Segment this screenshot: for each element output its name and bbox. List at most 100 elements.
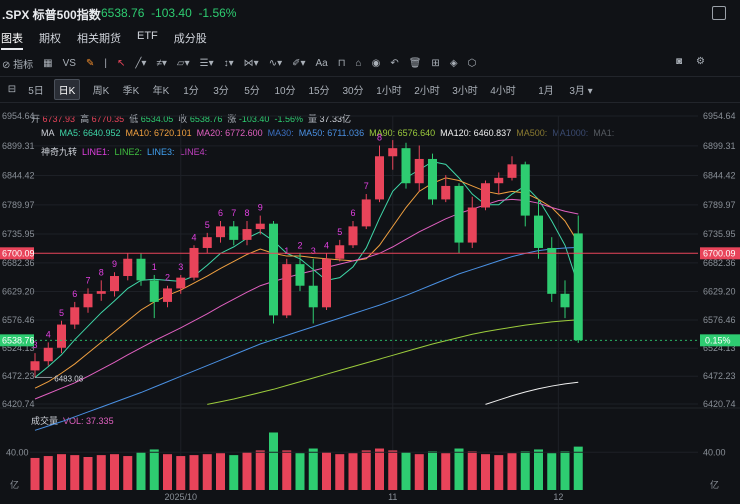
td-count-label: 6 (350, 208, 355, 218)
td-count-label: 6 (218, 208, 223, 218)
change-label: 涨 (227, 114, 237, 124)
wave-tool-icon[interactable]: ∿▾ (268, 57, 283, 69)
tab-etf[interactable]: ETF (137, 30, 158, 42)
left-tick-label: 6954.64 (2, 111, 35, 121)
period-2h[interactable]: 2小时 (414, 85, 440, 97)
period-1mo[interactable]: 1月 (538, 85, 554, 97)
volume-bar (560, 451, 570, 490)
tab-components[interactable]: 成分股 (173, 33, 207, 45)
candle-body (467, 207, 477, 243)
indicator-button[interactable]: ⊘ 指标 (2, 59, 34, 71)
eye-icon[interactable]: ◉ (371, 57, 381, 69)
period-5d[interactable]: 5日 (28, 85, 44, 97)
period-15m[interactable]: 15分 (308, 85, 330, 97)
ma-legend-item-7: MA120: 6460.837 (440, 128, 512, 138)
period-3mo[interactable]: 3月 ▾ (562, 80, 600, 99)
left-tick-label: 6472.23 (2, 371, 35, 381)
candle-body (269, 223, 278, 316)
shape-tool-icon[interactable]: ⬡ (467, 57, 477, 69)
volume-bar (269, 432, 278, 490)
td-count-label: 3 (311, 246, 316, 256)
candle-body (520, 164, 530, 216)
period-30m[interactable]: 30分 (342, 85, 364, 97)
camera-icon[interactable]: ◙ (676, 56, 683, 67)
vol-tick-left: 40.00 (6, 447, 29, 457)
td-count-label: 7 (231, 208, 236, 218)
hline-label-right: 6700.09 (703, 248, 736, 258)
undo-icon[interactable]: ↶ (390, 57, 399, 69)
volume-bar (43, 456, 53, 490)
left-tick-label: 6735.95 (2, 229, 35, 239)
period-1h[interactable]: 1小时 (376, 85, 402, 97)
rect-tool-icon[interactable]: ▱▾ (176, 57, 190, 69)
ohlc-legend: 开 6737.93 高 6770.35 低 6534.05 收 6538.76 … (31, 112, 351, 125)
td-count-label: 2 (297, 240, 302, 250)
volume-bar (70, 455, 80, 490)
period-quarter[interactable]: 季K (122, 85, 140, 97)
layers-icon[interactable]: ◈ (449, 57, 458, 69)
period-5m[interactable]: 5分 (244, 85, 260, 97)
exit-icon[interactable] (712, 6, 726, 20)
left-tick-label: 6629.20 (2, 287, 35, 297)
candle-body (123, 258, 133, 277)
gear-icon[interactable]: ⚙ (696, 56, 706, 67)
period-bar: ⊟ 5日 日K 周K 季K 年K 1分 3分 5分 10分 15分 30分 1小… (0, 78, 600, 100)
parallel-tool-icon[interactable]: ≠▾ (156, 57, 167, 69)
candle-body (149, 280, 159, 302)
period-year[interactable]: 年K (152, 85, 170, 97)
cursor-icon[interactable]: ↖ (116, 57, 126, 69)
candle-body (547, 247, 557, 294)
candle-body (335, 245, 345, 259)
period-day[interactable]: 日K (54, 78, 80, 100)
lock-icon[interactable]: ⌂ (355, 57, 362, 69)
compare-button[interactable]: VS (62, 57, 76, 69)
high-value: 6770.35 (91, 114, 125, 124)
period-3m[interactable]: 3分 (213, 85, 229, 97)
close-label: 收 (178, 114, 188, 124)
period-4h[interactable]: 4小时 (490, 85, 516, 97)
tab-options[interactable]: 期权 (39, 33, 61, 45)
period-1m[interactable]: 1分 (183, 85, 199, 97)
fib-tool-icon[interactable]: ☰▾ (199, 57, 214, 69)
right-tick-label: 6524.13 (703, 343, 736, 353)
volume-bar (282, 450, 292, 490)
ma-legend-item-4: MA30: (267, 128, 294, 138)
brush-tool-icon[interactable]: ✐▾ (292, 57, 306, 69)
td-count-label: 4 (324, 240, 329, 250)
measure-tool-icon[interactable]: ↕▾ (223, 57, 234, 69)
tab-futures[interactable]: 相关期货 (77, 33, 121, 45)
volume-bar (295, 453, 305, 490)
period-week[interactable]: 周K (92, 85, 110, 97)
candle-body (560, 293, 570, 308)
period-toggle-icon[interactable]: ⊟ (7, 83, 17, 95)
open-value: 6737.93 (42, 114, 76, 124)
layout-icon[interactable]: ▦ (43, 57, 53, 69)
pen-icon[interactable]: ✎ (85, 57, 95, 69)
volume-bar (388, 450, 398, 490)
grid-tool-icon[interactable]: ⊞ (431, 57, 440, 69)
pattern-tool-icon[interactable]: ⋈▾ (243, 57, 259, 69)
td-legend-item-3: LINE3: (147, 147, 175, 157)
main-tabs: 图表 期权 相关期货 ETF 成分股 (0, 30, 207, 50)
right-tick-label: 6735.95 (703, 229, 736, 239)
magnet-icon[interactable]: ⊓ (337, 57, 346, 69)
period-10m[interactable]: 10分 (274, 85, 296, 97)
volume-bar (414, 454, 424, 490)
period-3h[interactable]: 3小时 (452, 85, 478, 97)
td-count-label: 9 (258, 203, 263, 213)
line-tool-icon[interactable]: ╱▾ (135, 57, 147, 69)
x-tick-label: 2025/10 (164, 492, 197, 502)
volume-bar (322, 452, 331, 490)
candle-body (507, 164, 517, 178)
volume-bar (547, 453, 557, 490)
volume-bar (348, 453, 358, 490)
trash-icon[interactable]: 🗑 (408, 57, 422, 69)
candle-body (163, 288, 172, 302)
volume-bar (30, 457, 40, 490)
tab-chart[interactable]: 图表 (1, 30, 23, 50)
candle-body (308, 285, 318, 308)
candle-body (534, 215, 543, 248)
text-tool-button[interactable]: Aa (315, 57, 328, 69)
low-value: 6534.05 (140, 114, 174, 124)
